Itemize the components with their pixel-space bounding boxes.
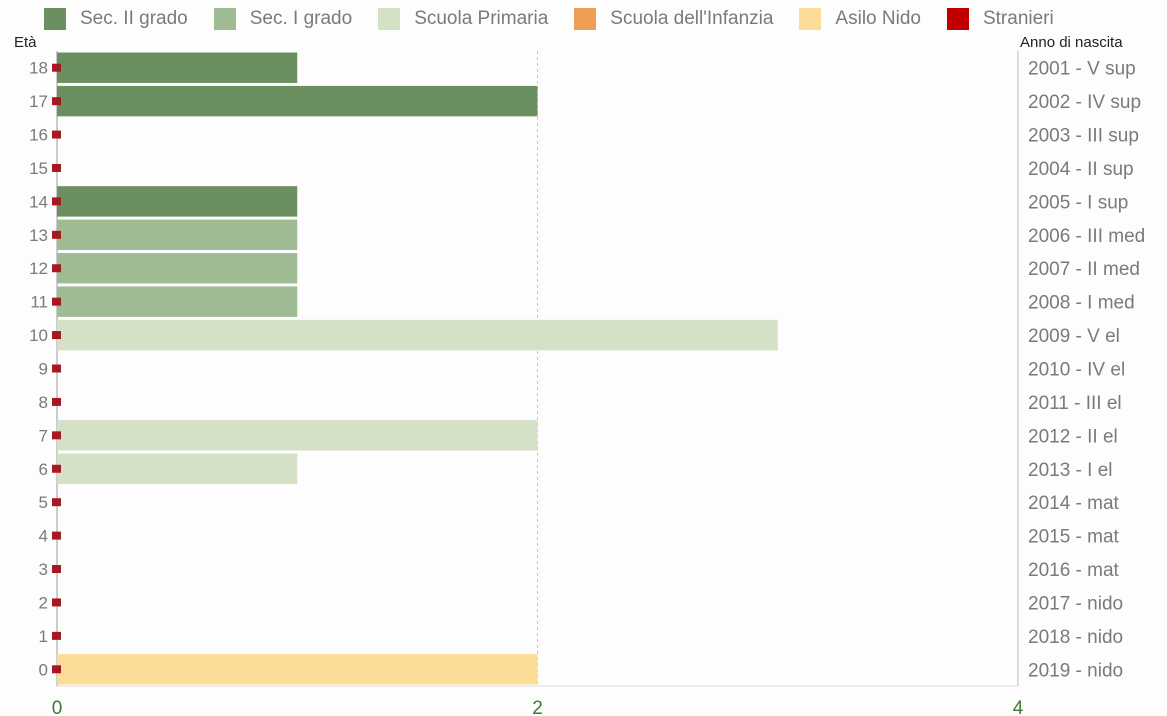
- right-axis-title: Anno di nascita: [1020, 34, 1123, 51]
- age-label: 15: [29, 159, 48, 178]
- stranieri-marker: [52, 397, 61, 406]
- age-label: 1: [39, 627, 48, 646]
- age-label: 13: [29, 226, 48, 245]
- year-label: 2011 - III el: [1028, 393, 1122, 414]
- year-label: 2005 - I sup: [1028, 192, 1128, 213]
- age-label: 3: [39, 560, 48, 579]
- age-label: 7: [39, 426, 48, 445]
- chart-legend: Sec. II grado Sec. I grado Scuola Primaria…: [44, 8, 1080, 30]
- bar: [57, 52, 298, 83]
- legend-item: Sec. I grado: [213, 8, 353, 30]
- stranieri-marker: [52, 498, 61, 507]
- stranieri-marker: [52, 297, 61, 306]
- bar: [57, 186, 298, 217]
- legend-item: Stranieri: [946, 8, 1054, 30]
- x-tick-label: 2: [532, 698, 543, 716]
- age-label: 17: [29, 92, 48, 111]
- bar: [57, 420, 538, 451]
- stranieri-marker: [52, 631, 61, 640]
- stranieri-marker: [52, 63, 61, 72]
- bar: [57, 286, 298, 317]
- bar: [57, 319, 778, 351]
- bar: [57, 85, 538, 117]
- age-label: 14: [29, 192, 48, 211]
- stranieri-marker: [52, 230, 61, 239]
- age-label: 11: [30, 293, 48, 312]
- year-label: 2008 - I med: [1028, 293, 1135, 314]
- legend-label: Scuola Primaria: [414, 8, 549, 29]
- year-label: 2010 - IV el: [1028, 360, 1125, 381]
- stranieri-marker: [52, 364, 61, 373]
- legend-swatch: [44, 8, 66, 30]
- stranieri-marker: [52, 197, 61, 206]
- year-label: 2018 - nido: [1028, 627, 1123, 648]
- year-label: 2019 - nido: [1028, 660, 1123, 681]
- stranieri-marker: [52, 665, 61, 674]
- year-label: 2006 - III med: [1028, 226, 1145, 247]
- legend-item: Asilo Nido: [799, 8, 921, 30]
- stranieri-marker: [52, 431, 61, 440]
- year-label: 2007 - II med: [1028, 259, 1140, 280]
- year-label: 2001 - V sup: [1028, 59, 1136, 80]
- stranieri-marker: [52, 331, 61, 340]
- bar: [57, 253, 298, 284]
- x-tick-label: 0: [52, 698, 63, 716]
- year-label: 2013 - I el: [1028, 460, 1113, 481]
- year-label: 2015 - mat: [1028, 527, 1120, 548]
- legend-label: Asilo Nido: [835, 8, 921, 29]
- legend-item: Scuola dell'Infanzia: [574, 8, 773, 30]
- legend-label: Scuola dell'Infanzia: [610, 8, 774, 29]
- legend-swatch: [574, 8, 597, 30]
- stranieri-marker: [52, 531, 61, 540]
- legend-item: Scuola Primaria: [378, 8, 548, 30]
- age-label: 18: [29, 59, 48, 78]
- year-label: 2002 - IV sup: [1028, 92, 1141, 113]
- age-label: 0: [39, 660, 48, 679]
- legend-item: Sec. II grado: [44, 8, 188, 30]
- bar: [57, 219, 298, 251]
- age-label: 2: [39, 593, 48, 612]
- year-label: 2009 - V el: [1028, 326, 1120, 347]
- legend-swatch: [946, 8, 969, 30]
- stranieri-marker: [52, 264, 61, 273]
- bar: [57, 654, 538, 685]
- stranieri-marker: [52, 97, 61, 106]
- age-label: 5: [39, 493, 48, 512]
- stranieri-marker: [52, 598, 61, 607]
- legend-swatch: [213, 8, 236, 30]
- age-label: 4: [39, 527, 48, 546]
- x-tick-label: 4: [1013, 698, 1024, 716]
- age-label: 8: [39, 393, 48, 412]
- bar: [57, 453, 298, 484]
- age-label: 6: [39, 460, 48, 479]
- age-label: 10: [29, 326, 48, 345]
- legend-swatch: [378, 8, 401, 30]
- year-label: 2016 - mat: [1028, 560, 1120, 581]
- legend-label: Stranieri: [982, 8, 1054, 29]
- stranieri-marker: [52, 464, 61, 473]
- year-label: 2003 - III sup: [1028, 126, 1139, 147]
- stranieri-marker: [52, 163, 61, 172]
- age-label: 9: [39, 360, 48, 379]
- year-label: 2014 - mat: [1028, 493, 1120, 514]
- year-label: 2017 - nido: [1028, 593, 1123, 614]
- year-label: 2004 - II sup: [1028, 159, 1134, 180]
- age-label: 16: [29, 126, 48, 145]
- left-axis-title: Età: [14, 34, 37, 51]
- legend-label: Sec. II grado: [80, 8, 188, 29]
- year-label: 2012 - II el: [1028, 426, 1118, 447]
- stranieri-marker: [52, 130, 61, 139]
- stranieri-marker: [52, 565, 61, 574]
- legend-swatch: [799, 8, 822, 30]
- legend-label: Sec. I grado: [249, 8, 353, 29]
- age-label: 12: [29, 259, 48, 278]
